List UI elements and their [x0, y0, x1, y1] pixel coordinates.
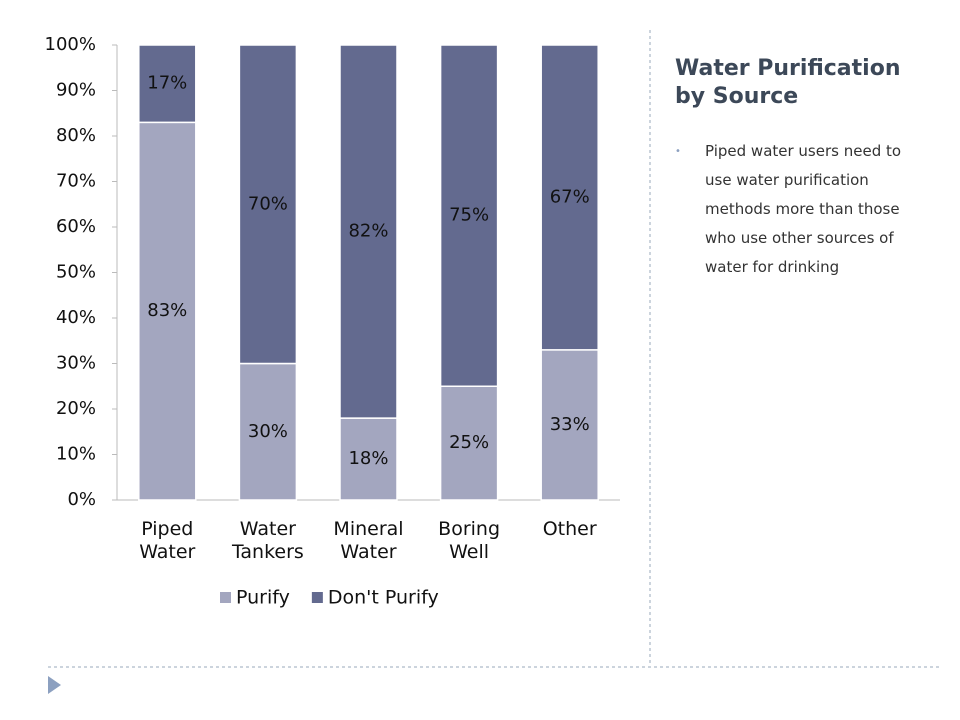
y-tick-label: 100% — [45, 34, 96, 55]
y-tick-label: 10% — [56, 444, 96, 465]
bar-segment — [138, 44, 197, 124]
slide-marker — [48, 676, 61, 694]
data-label: 67% — [550, 186, 590, 207]
data-label: 18% — [348, 448, 388, 469]
bar-segment — [238, 362, 298, 501]
data-label: 33% — [550, 414, 590, 435]
y-tick-label: 50% — [56, 262, 96, 283]
legend-swatch — [311, 592, 323, 603]
legend-swatch — [220, 592, 231, 603]
legend-label: Purify — [236, 587, 290, 609]
bar-segment — [339, 44, 398, 419]
bullet: Piped water users need to use water puri… — [675, 137, 925, 282]
bullet-list: Piped water users need to use water puri… — [675, 137, 925, 282]
data-label: 82% — [348, 221, 388, 242]
y-tick-label: 80% — [56, 125, 96, 146]
y-tick-label: 0% — [67, 489, 96, 510]
legend-label: Don't Purify — [328, 587, 439, 609]
bar-segment — [238, 44, 298, 365]
x-tick-label: Water Tankers — [231, 518, 304, 563]
data-label: 75% — [449, 205, 489, 226]
y-tick-label: 20% — [56, 398, 96, 419]
x-tick-label: Boring Well — [438, 518, 501, 563]
bar-segment — [138, 121, 197, 501]
data-label: 25% — [449, 432, 489, 453]
y-tick-label: 90% — [56, 80, 96, 101]
x-tick-label: Mineral Water — [333, 518, 404, 563]
y-tick-label: 70% — [56, 171, 96, 192]
bar-segment — [439, 385, 499, 501]
bar-segment — [439, 44, 499, 387]
y-tick-label: 30% — [56, 353, 96, 374]
data-label: 17% — [147, 73, 187, 94]
data-label: 83% — [147, 300, 187, 321]
slide-title: Water Purification by Source — [675, 56, 901, 109]
bar-segment — [540, 349, 599, 501]
y-tick-label: 40% — [56, 307, 96, 328]
y-tick-label: 60% — [56, 216, 96, 237]
bar-segment — [339, 417, 398, 501]
bar-segment — [540, 44, 599, 351]
data-label: 30% — [248, 421, 288, 442]
x-tick-label: Piped Water — [139, 518, 196, 563]
data-label: 70% — [248, 193, 288, 214]
x-tick-label: Other — [542, 518, 597, 540]
